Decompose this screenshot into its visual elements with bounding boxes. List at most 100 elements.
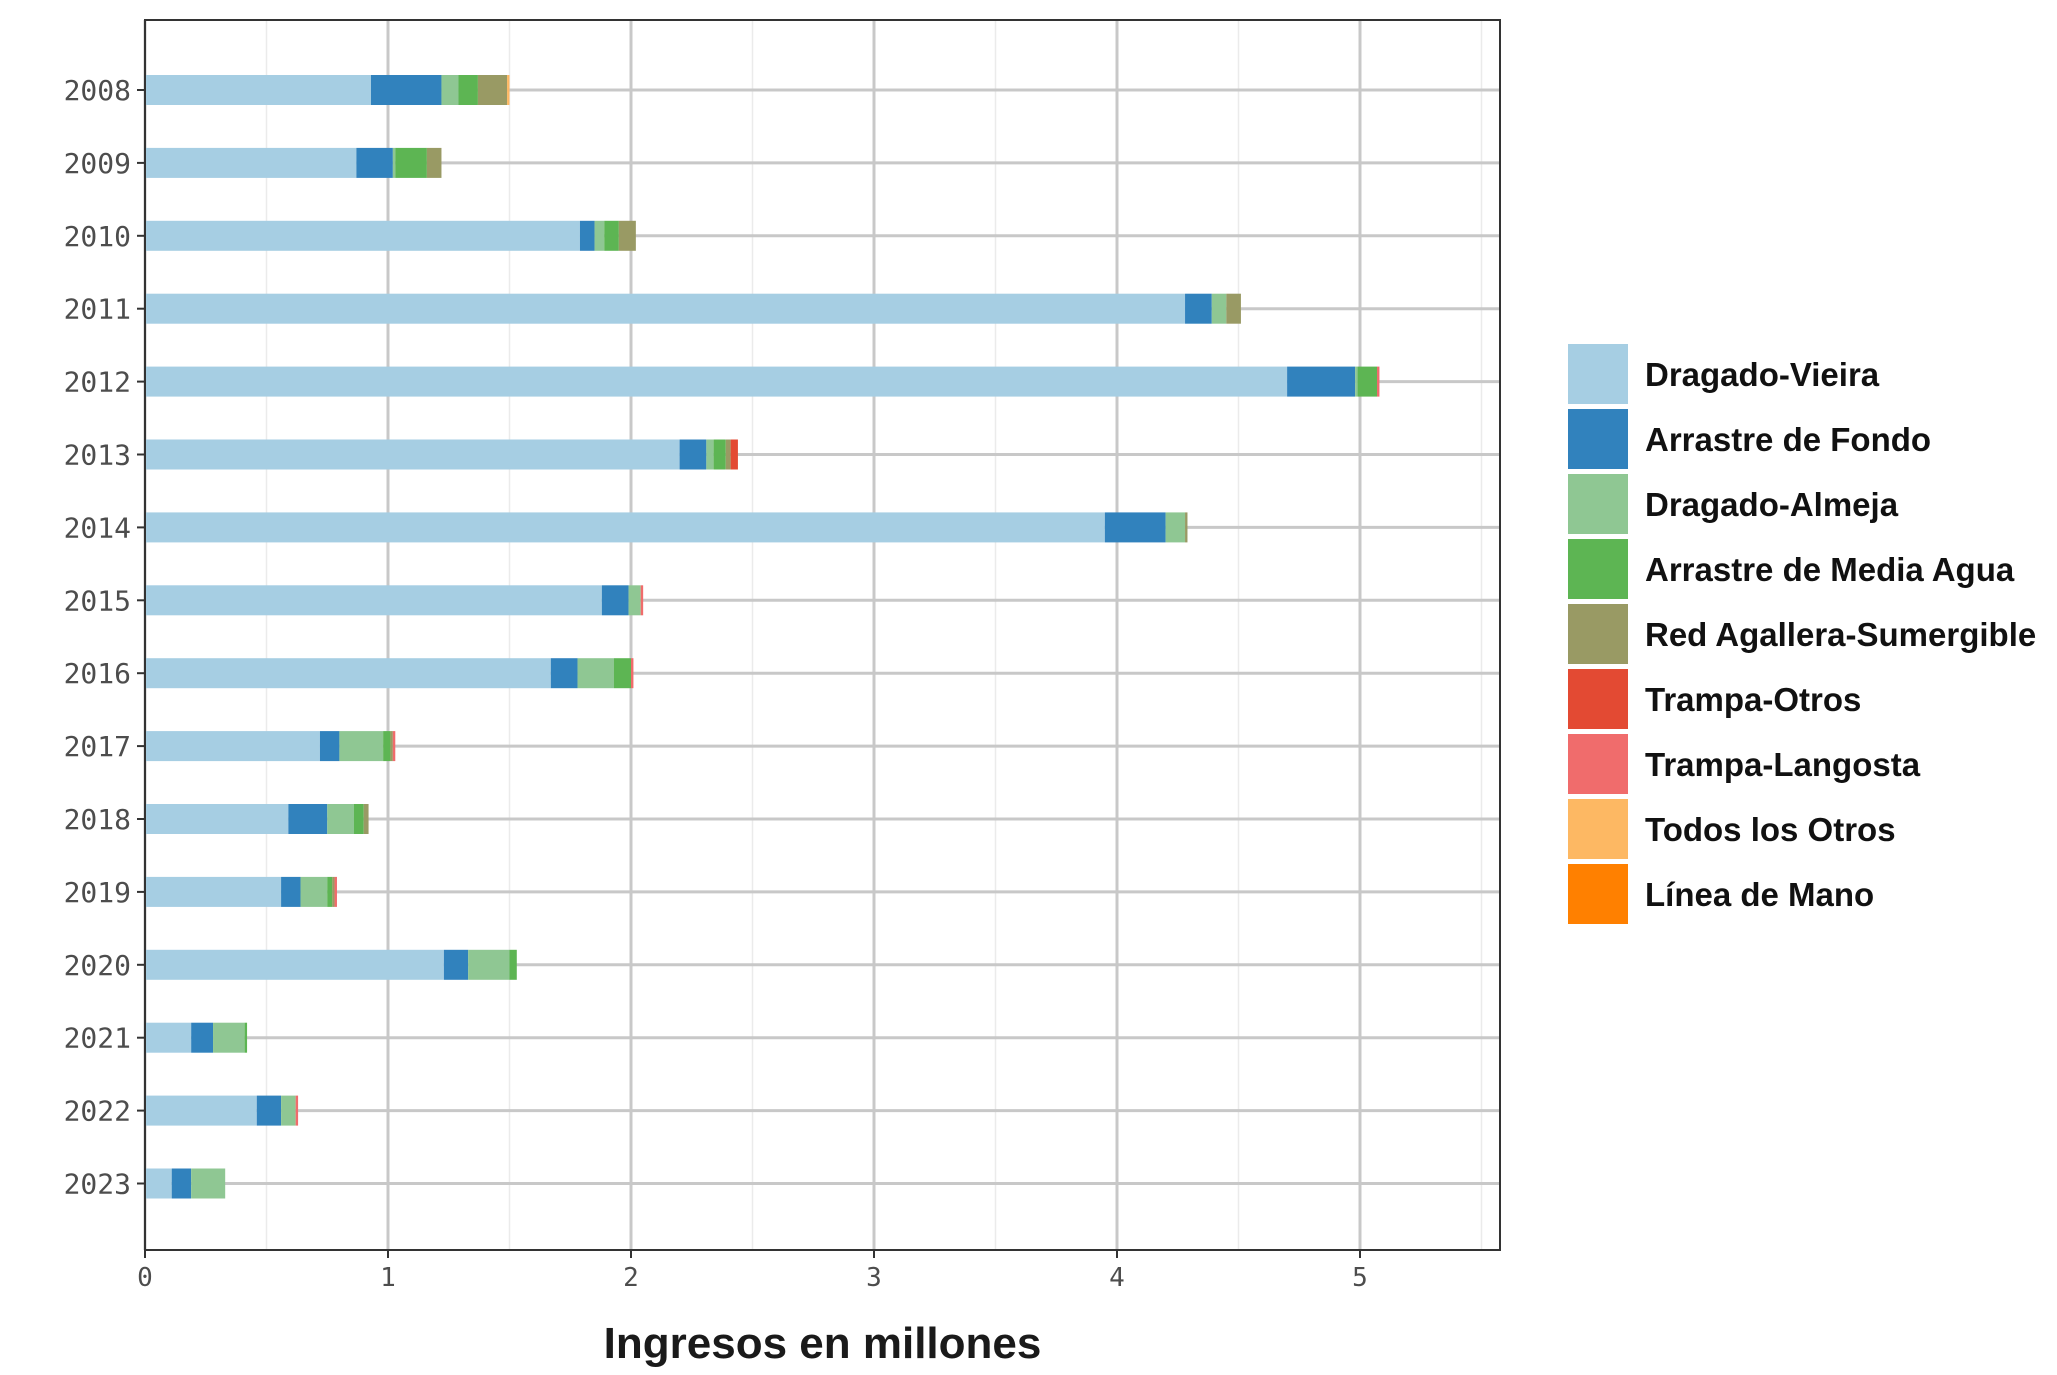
legend-label: Red Agallera-Sumergible — [1645, 616, 2036, 653]
y-tick-label: 2016 — [64, 657, 131, 690]
bar-segment — [213, 1022, 245, 1053]
x-axis: 0 1 2 3 4 5 — [137, 1250, 1368, 1293]
legend-label: Todos los Otros — [1645, 811, 1896, 848]
bar-segment — [145, 804, 289, 834]
legend-label: Dragado-Vieira — [1645, 356, 1880, 393]
bar-segment — [390, 731, 393, 762]
bar-segment — [145, 585, 602, 616]
bar-segment — [319, 731, 340, 762]
bar-segment — [679, 439, 707, 470]
legend-label: Trampa-Otros — [1645, 681, 1861, 718]
bar-segment — [145, 1168, 172, 1199]
bar-segment — [640, 585, 644, 616]
y-tick-label: 2022 — [64, 1095, 131, 1128]
bar-segment — [1357, 366, 1378, 397]
bar-segment — [191, 1022, 214, 1053]
bar-segment — [327, 804, 354, 834]
bar-segment — [295, 1095, 299, 1126]
bar-segment — [383, 731, 391, 762]
y-tick-label: 2021 — [64, 1022, 131, 1055]
bar-segment — [550, 658, 578, 689]
legend-key — [1568, 409, 1628, 469]
bar-segment — [145, 876, 282, 907]
bar-segment — [631, 658, 634, 689]
legend-label: Arrastre de Fondo — [1645, 421, 1931, 458]
bar-segment — [441, 75, 459, 105]
y-axis: 2008 2009 2010 2011 2012 2013 2014 2015 2016 2017… — [64, 74, 145, 1201]
bar-segment — [281, 1095, 296, 1126]
bar-segment — [145, 658, 551, 689]
legend-label: Línea de Mano — [1645, 876, 1874, 913]
y-tick-label: 2009 — [64, 147, 131, 180]
y-tick-label: 2023 — [64, 1168, 131, 1201]
y-tick-label: 2011 — [64, 293, 131, 326]
y-tick-label: 2017 — [64, 730, 131, 763]
x-tick-label: 3 — [866, 1263, 882, 1293]
bar-segment — [604, 220, 619, 251]
x-axis-label: Ingresos en millones — [604, 1319, 1042, 1368]
bar-segment — [145, 1095, 257, 1126]
bar-segment — [507, 75, 510, 105]
bar-segment — [392, 147, 396, 178]
bar-segment — [145, 439, 680, 470]
y-tick-label: 2015 — [64, 584, 131, 617]
grid-layer — [143, 20, 1500, 1250]
x-tick-label: 5 — [1352, 1263, 1368, 1293]
bar-segment — [613, 658, 631, 689]
bar-segment — [618, 220, 636, 251]
bar-segment — [356, 147, 393, 178]
bar-segment — [281, 876, 301, 907]
bar-segment — [256, 1095, 282, 1126]
bar-segment — [171, 1168, 192, 1199]
y-tick-label: 2020 — [64, 949, 131, 982]
bar-segment — [191, 1168, 226, 1199]
bar-segment — [332, 876, 335, 907]
bar-segment — [288, 804, 328, 834]
y-tick-label: 2014 — [64, 511, 131, 544]
bar-segment — [1355, 366, 1358, 397]
bar-segment — [353, 804, 364, 834]
bar-segment — [145, 512, 1105, 543]
bar-segment — [579, 220, 595, 251]
bar-segment — [730, 439, 738, 470]
bar-segment — [145, 731, 320, 762]
legend-key — [1568, 539, 1628, 599]
x-tick-label: 4 — [1109, 1263, 1125, 1293]
legend-label: Dragado-Almeja — [1645, 486, 1899, 523]
x-tick-label: 1 — [380, 1263, 396, 1293]
y-tick-label: 2012 — [64, 366, 131, 399]
legend-key — [1568, 669, 1628, 729]
bar-segment — [1377, 366, 1380, 397]
bar-segment — [1211, 293, 1227, 324]
bar-segment — [458, 75, 478, 105]
legend-key — [1568, 734, 1628, 794]
bar-segment — [1185, 293, 1212, 324]
y-tick-label: 2008 — [64, 74, 131, 107]
bar-segment — [477, 75, 508, 105]
legend-key — [1568, 799, 1628, 859]
bar-segment — [1185, 512, 1188, 543]
y-tick-label: 2010 — [64, 220, 131, 253]
bar-segment — [443, 949, 469, 980]
bar-segment — [145, 147, 357, 178]
legend-key — [1568, 344, 1628, 404]
bar-segment — [327, 876, 333, 907]
bar-segment — [145, 75, 371, 105]
bar-segment — [706, 439, 714, 470]
legend-label: Trampa-Langosta — [1645, 746, 1921, 783]
bar-segment — [300, 876, 328, 907]
legend: Dragado-Vieira Arrastre de Fondo Dragado-A… — [1568, 344, 2036, 924]
bar-segment — [1287, 366, 1356, 397]
bar-segment — [370, 75, 442, 105]
bar-segment — [509, 949, 517, 980]
bars-layer — [145, 75, 1380, 1199]
panel-border — [144, 19, 1501, 1251]
bar-segment — [577, 658, 614, 689]
y-tick-label: 2019 — [64, 876, 131, 909]
legend-key — [1568, 604, 1628, 664]
bar-segment — [395, 147, 427, 178]
bar-segment — [145, 949, 444, 980]
bar-segment — [594, 220, 605, 251]
x-tick-label: 0 — [137, 1263, 153, 1293]
